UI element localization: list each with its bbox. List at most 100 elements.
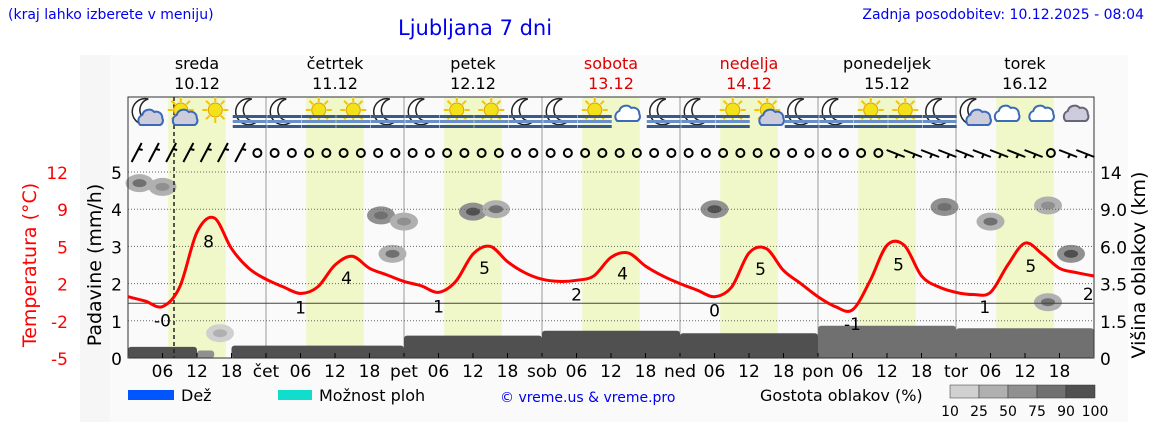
daylight-band xyxy=(582,97,640,358)
cloud-layer xyxy=(404,335,542,358)
wind-calm-icon xyxy=(528,148,539,158)
cloud-icon xyxy=(614,104,641,122)
cloud-blob-core xyxy=(155,182,170,191)
precip-tick: 4 xyxy=(111,201,122,221)
temp-label: 8 xyxy=(203,233,214,253)
x-tick-label: čet xyxy=(253,362,280,382)
precip-tick: 1 xyxy=(111,313,122,333)
moon-fog-icon xyxy=(646,97,681,128)
x-tick-label: 18 xyxy=(911,362,933,382)
cloud-layer xyxy=(956,328,1094,358)
day-date: 13.12 xyxy=(588,74,634,93)
density-level: 10 xyxy=(941,404,959,420)
cloud-height-tick: 9.0 xyxy=(1100,201,1127,221)
day-date: 10.12 xyxy=(174,74,220,93)
cloud-blob-core xyxy=(397,217,411,226)
wind-barb-icon xyxy=(147,142,161,163)
moon-cloud-icon xyxy=(131,97,164,126)
wind-calm-icon xyxy=(821,148,832,158)
x-tick-label: 12 xyxy=(324,362,346,382)
temp-label: 1 xyxy=(433,297,444,317)
sun-fog-icon xyxy=(577,97,612,128)
wind-barb-icon xyxy=(989,149,1009,159)
x-tick-label: 06 xyxy=(704,362,726,382)
daylight-band xyxy=(444,97,502,358)
sun-fog-icon xyxy=(336,97,371,128)
wind-calm-icon xyxy=(442,148,453,158)
x-tick-label: 12 xyxy=(738,362,760,382)
wind-calm-icon xyxy=(286,148,297,158)
wind-calm-icon xyxy=(856,148,867,158)
wind-calm-icon xyxy=(580,148,591,158)
temp-tick: 9 xyxy=(57,201,68,221)
sun-fog-icon xyxy=(853,97,888,128)
wind-calm-icon xyxy=(269,148,280,158)
daylight-band xyxy=(996,97,1054,358)
wind-calm-icon xyxy=(787,148,798,158)
wind-calm-icon xyxy=(321,148,332,158)
cloud-layer xyxy=(128,346,197,358)
x-tick-label: ned xyxy=(664,362,696,382)
wind-barb-icon xyxy=(182,142,195,163)
wind-calm-icon xyxy=(769,148,780,158)
wind-calm-icon xyxy=(493,148,504,158)
wind-calm-icon xyxy=(718,148,729,158)
x-tick-label: 12 xyxy=(1014,362,1036,382)
cloud-icon xyxy=(993,104,1021,122)
cloud-blob-core xyxy=(132,179,147,188)
temp-label: 0 xyxy=(709,302,720,322)
last-updated: Zadnja posodobitev: 10.12.2025 - 08:04 xyxy=(862,7,1144,23)
temperature-line xyxy=(127,215,1095,313)
x-tick-label: 06 xyxy=(428,362,450,382)
precip-tick: 3 xyxy=(111,238,122,258)
temp-label: 4 xyxy=(617,264,628,284)
temp-label: 5 xyxy=(755,260,766,280)
wind-calm-icon xyxy=(355,148,366,158)
wind-barb-icon xyxy=(938,149,957,159)
temp-label: 5 xyxy=(479,259,490,279)
page-title: Ljubljana 7 dni xyxy=(398,16,553,40)
wind-calm-icon xyxy=(252,148,263,158)
cloud-blob-core xyxy=(707,205,722,214)
density-level: 90 xyxy=(1057,404,1075,420)
wind-barb-icon xyxy=(920,149,940,159)
x-tick-label: 06 xyxy=(152,362,174,382)
daylight-band xyxy=(306,97,364,358)
wind-calm-icon xyxy=(700,148,711,158)
day-date: 14.12 xyxy=(726,74,772,93)
temp-label: 5 xyxy=(1025,257,1036,277)
density-level: 50 xyxy=(999,404,1017,420)
moon-fog-icon xyxy=(405,97,440,128)
day-name: torek xyxy=(1004,54,1046,73)
day-date: 12.12 xyxy=(450,74,496,93)
wind-barb-icon xyxy=(234,142,247,163)
temp-label: 1 xyxy=(295,298,306,318)
wind-barb-icon xyxy=(199,142,212,163)
cloud-blob-core xyxy=(374,211,388,220)
wind-barb-icon xyxy=(216,142,230,163)
precip-tick: 5 xyxy=(111,164,122,184)
sun-cloud-icon xyxy=(754,97,785,126)
wind-calm-icon xyxy=(838,148,849,158)
temp-label: -0 xyxy=(154,312,171,332)
moon-fog-icon xyxy=(508,97,543,128)
wind-calm-icon xyxy=(424,148,435,158)
moon-fog-icon xyxy=(819,97,854,128)
cloud-height-tick: 14 xyxy=(1100,164,1122,184)
wind-calm-icon xyxy=(614,148,625,158)
wind-calm-icon xyxy=(649,148,660,158)
cloud-blob-core xyxy=(937,202,952,211)
x-tick-label: 12 xyxy=(876,362,898,382)
wind-barb-icon xyxy=(1007,149,1026,159)
x-tick-label: 18 xyxy=(635,362,657,382)
x-tick-label: 12 xyxy=(600,362,622,382)
wind-calm-icon xyxy=(390,148,401,158)
moon-fog-icon xyxy=(267,97,302,128)
x-tick-label: 18 xyxy=(1049,362,1071,382)
wind-calm-icon xyxy=(1045,148,1056,158)
density-swatch xyxy=(978,384,1009,399)
density-level: 25 xyxy=(970,404,988,420)
cloud-axis-label: Višina oblakov (km) xyxy=(1128,172,1150,359)
cloud-blob-core xyxy=(1064,249,1078,258)
sun-fog-icon xyxy=(301,97,336,128)
